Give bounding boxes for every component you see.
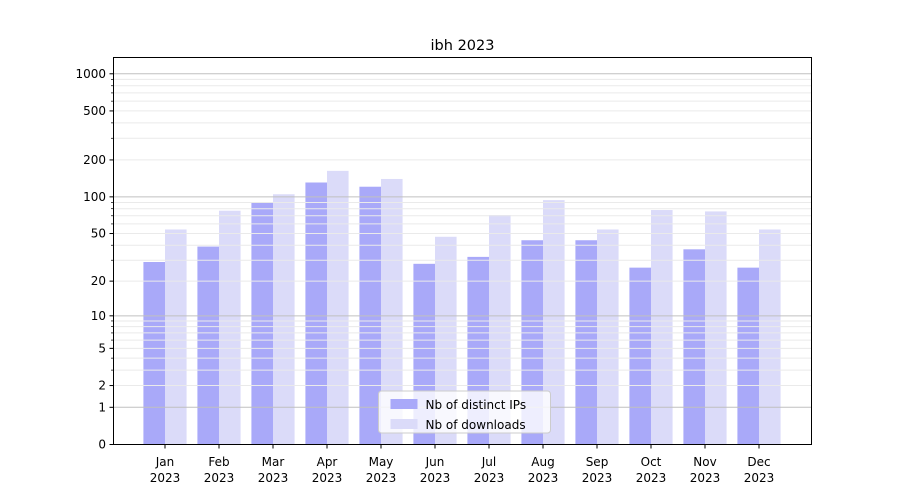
y-tick-label-100: 100 [83, 190, 106, 204]
legend-swatch-distinct-ips [390, 399, 418, 409]
bar-jan-distinct-ips [143, 261, 165, 445]
bar-dec-distinct-ips [737, 267, 759, 445]
bar-apr-distinct-ips [305, 182, 327, 445]
y-tick-label-500: 500 [83, 104, 106, 118]
legend-label-downloads: Nb of downloads [426, 418, 526, 432]
x-tick-label-month-mar: Mar [262, 455, 285, 469]
x-tick-label-month-jul: Jul [481, 455, 496, 469]
x-tick-label-year-mar: 2023 [258, 471, 289, 485]
x-tick-label-year-apr: 2023 [312, 471, 343, 485]
bar-mar-downloads [273, 194, 295, 445]
x-tick-label-month-oct: Oct [641, 455, 662, 469]
x-tick-label-year-feb: 2023 [204, 471, 235, 485]
x-tick-label-year-may: 2023 [366, 471, 397, 485]
bar-feb-downloads [219, 210, 241, 445]
x-tick-label-year-dec: 2023 [744, 471, 775, 485]
x-tick-label-month-jun: Jun [425, 455, 445, 469]
legend-label-distinct-ips: Nb of distinct IPs [426, 398, 527, 412]
bar-sep-downloads [597, 229, 619, 445]
y-tick-label-0: 0 [98, 438, 106, 452]
bar-feb-distinct-ips [197, 246, 219, 445]
y-tick-label-1000: 1000 [75, 67, 106, 81]
bar-nov-downloads [705, 211, 727, 445]
y-tick-label-2: 2 [98, 379, 106, 393]
chart-title: ibh 2023 [431, 38, 495, 54]
x-tick-label-year-sep: 2023 [582, 471, 613, 485]
legend-swatch-downloads [390, 419, 418, 429]
x-tick-label-year-jul: 2023 [474, 471, 505, 485]
bar-sep-distinct-ips [575, 240, 597, 445]
x-tick-label-year-jun: 2023 [420, 471, 451, 485]
x-tick-label-month-jan: Jan [155, 455, 175, 469]
bar-dec-downloads [759, 229, 781, 445]
x-tick-label-year-jan: 2023 [150, 471, 181, 485]
x-tick-label-month-sep: Sep [586, 455, 609, 469]
bar-apr-downloads [327, 170, 349, 445]
bar-oct-distinct-ips [629, 267, 651, 445]
plot-border [113, 57, 812, 445]
bar-mar-distinct-ips [251, 202, 273, 445]
x-tick-label-month-nov: Nov [693, 455, 716, 469]
x-tick-label-month-may: May [369, 455, 394, 469]
x-tick-label-month-aug: Aug [531, 455, 554, 469]
x-tick-label-year-aug: 2023 [528, 471, 559, 485]
x-tick-label-year-nov: 2023 [690, 471, 721, 485]
y-tick-label-200: 200 [83, 153, 106, 167]
legend-box [378, 390, 551, 434]
y-tick-label-1: 1 [98, 400, 106, 414]
bar-aug-downloads [543, 200, 565, 445]
y-tick-label-50: 50 [91, 227, 106, 241]
x-tick-label-month-apr: Apr [317, 455, 338, 469]
y-tick-label-20: 20 [91, 274, 106, 288]
y-tick-label-5: 5 [98, 341, 106, 355]
x-tick-label-month-dec: Dec [747, 455, 770, 469]
y-tick-label-10: 10 [91, 309, 106, 323]
bar-jan-downloads [165, 229, 187, 445]
x-tick-label-month-feb: Feb [208, 455, 229, 469]
x-tick-label-year-oct: 2023 [636, 471, 667, 485]
bar-nov-distinct-ips [683, 249, 705, 445]
bar-jul-downloads [489, 215, 511, 445]
